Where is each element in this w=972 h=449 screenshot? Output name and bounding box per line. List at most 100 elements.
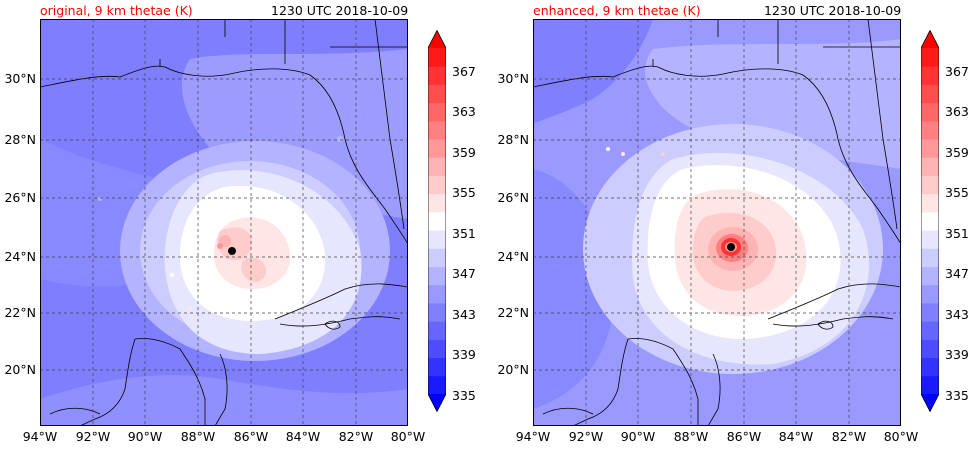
- lat-label: 22°N: [4, 305, 36, 320]
- colorbar-tick: 347: [452, 266, 476, 281]
- colorbar-segment: [921, 302, 939, 322]
- colorbar-segment: [428, 266, 446, 286]
- colorbar-segment: [921, 48, 939, 67]
- colorbar-segment: [921, 230, 939, 249]
- colorbar-segment: [428, 321, 446, 340]
- lat-label: 30°N: [4, 71, 36, 86]
- colorbar-extend-min: [428, 394, 446, 412]
- lon-label: 86°W: [726, 429, 762, 444]
- lon-label: 84°W: [285, 429, 321, 444]
- lon-label: 82°W: [338, 429, 374, 444]
- lat-label: 26°N: [497, 190, 529, 205]
- panel-title: original, 9 km thetae (K): [40, 3, 193, 18]
- colorbar-segment: [428, 120, 446, 140]
- colorbar-segment: [921, 375, 939, 395]
- colorbar-extend-min: [921, 394, 939, 412]
- colorbar-segment: [428, 84, 446, 104]
- colorbar-segment: [428, 48, 446, 67]
- colorbar-tick: 359: [945, 145, 969, 160]
- colorbar-segment: [921, 175, 939, 195]
- colorbar-tick: 355: [452, 185, 476, 200]
- colorbar-tick: 347: [945, 266, 969, 281]
- coastline: [533, 19, 901, 426]
- map-enhanced: [533, 19, 901, 426]
- lon-label: 94°W: [22, 429, 58, 444]
- colorbar-segment: [921, 120, 939, 140]
- colorbar-segment: [921, 321, 939, 340]
- colorbar-segment: [428, 230, 446, 249]
- colorbar-segment: [428, 284, 446, 304]
- colorbar-tick: 359: [452, 145, 476, 160]
- colorbar-segment: [428, 66, 446, 85]
- lat-label: 28°N: [497, 132, 529, 147]
- colorbar-segment: [921, 157, 939, 176]
- lon-label: 94°W: [515, 429, 551, 444]
- colorbar-segment: [921, 66, 939, 85]
- lat-label: 20°N: [4, 362, 36, 377]
- panel-original: original, 9 km thetae (K) 1230 UTC 2018-…: [4, 3, 476, 444]
- lon-label: 88°W: [180, 429, 216, 444]
- colorbar-tick: 339: [945, 347, 969, 362]
- colorbar-tick: 363: [452, 104, 476, 119]
- colorbar-segment: [921, 357, 939, 377]
- colorbar-segment: [428, 302, 446, 322]
- colorbar-tick: 355: [945, 185, 969, 200]
- lat-label: 22°N: [497, 305, 529, 320]
- colorbar: [920, 29, 940, 413]
- colorbar-tick: 335: [452, 388, 476, 403]
- colorbar-segment: [428, 248, 446, 268]
- lon-label: 90°W: [127, 429, 163, 444]
- colorbar-segment: [428, 357, 446, 377]
- colorbar-tick: 351: [945, 226, 969, 241]
- panel-enhanced: enhanced, 9 km thetae (K) 1230 UTC 2018-…: [493, 0, 972, 449]
- colorbar-extend-max: [428, 30, 446, 48]
- lat-label: 24°N: [4, 249, 36, 264]
- colorbar-segment: [921, 284, 939, 304]
- lon-label: 90°W: [620, 429, 656, 444]
- graticule: [533, 19, 901, 426]
- colorbar-tick: 339: [452, 347, 476, 362]
- colorbar-tick: 335: [945, 388, 969, 403]
- storm-center-marker: [727, 243, 735, 251]
- colorbar-extend-max: [921, 30, 939, 48]
- panel-time: 1230 UTC 2018-10-09: [271, 3, 409, 18]
- colorbar-tick: 363: [945, 104, 969, 119]
- lon-label: 92°W: [568, 429, 604, 444]
- panel-title: enhanced, 9 km thetae (K): [533, 3, 701, 18]
- coastline: [40, 19, 408, 426]
- lon-label: 80°W: [883, 429, 919, 444]
- lat-label: 24°N: [497, 249, 529, 264]
- colorbar-tick: 367: [452, 64, 476, 79]
- storm-center-marker: [228, 247, 236, 255]
- lon-label: 92°W: [75, 429, 111, 444]
- colorbar-segment: [921, 193, 939, 213]
- lon-label: 84°W: [778, 429, 814, 444]
- colorbar-segment: [921, 139, 939, 158]
- panel-time: 1230 UTC 2018-10-09: [764, 3, 902, 18]
- lat-label: 26°N: [4, 190, 36, 205]
- lat-label: 20°N: [497, 362, 529, 377]
- colorbar-tick: 343: [452, 307, 476, 322]
- lon-label: 88°W: [673, 429, 709, 444]
- map-original: [40, 19, 408, 426]
- colorbar-segment: [428, 157, 446, 176]
- colorbar-segment: [428, 211, 446, 231]
- colorbar-segment: [921, 102, 939, 122]
- colorbar-segment: [428, 175, 446, 195]
- colorbar-segment: [428, 339, 446, 359]
- lat-label: 28°N: [4, 132, 36, 147]
- colorbar-segment: [428, 139, 446, 158]
- colorbar-tick: 367: [945, 64, 969, 79]
- graticule: [40, 19, 408, 426]
- colorbar-segment: [921, 248, 939, 268]
- colorbar-segment: [428, 102, 446, 122]
- colorbar-segment: [921, 211, 939, 231]
- colorbar-segment: [921, 84, 939, 104]
- lon-label: 82°W: [831, 429, 867, 444]
- lon-label: 86°W: [233, 429, 269, 444]
- colorbar-tick: 351: [452, 226, 476, 241]
- colorbar: [427, 29, 447, 413]
- colorbar-segment: [428, 375, 446, 395]
- colorbar-segment: [921, 339, 939, 359]
- colorbar-segment: [921, 266, 939, 286]
